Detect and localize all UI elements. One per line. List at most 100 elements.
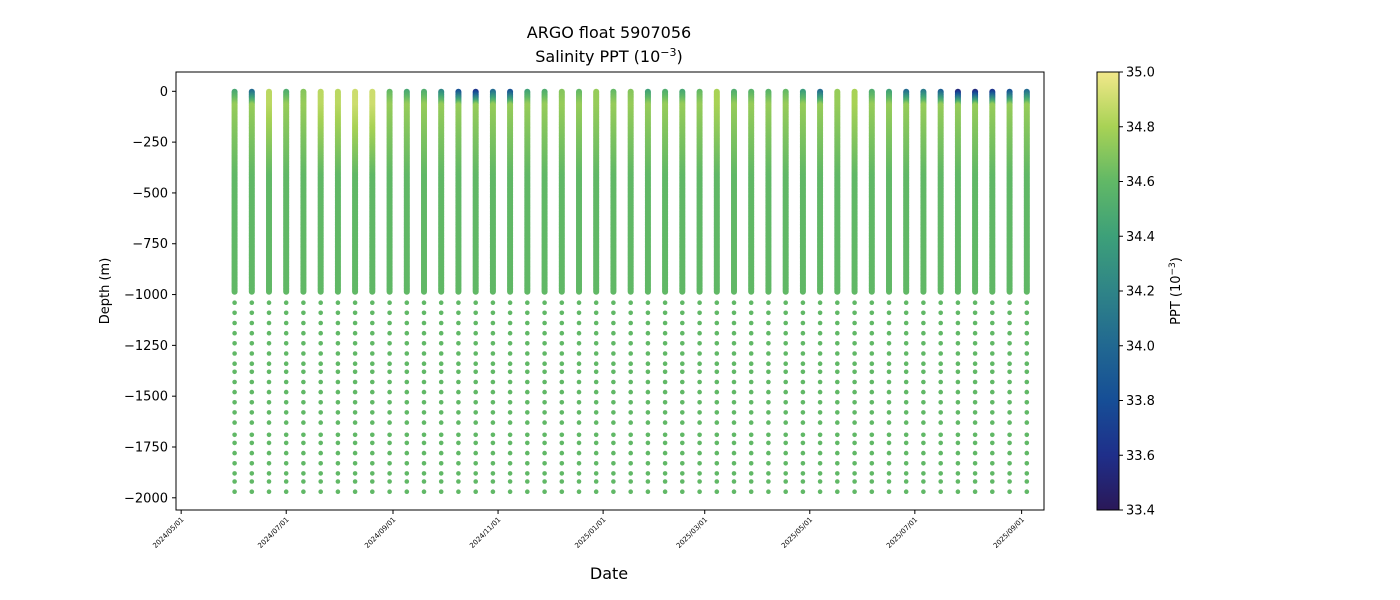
profile-point [352,410,358,415]
profile-point [542,320,547,326]
profile-point [473,450,479,456]
profile-point [559,400,565,405]
profile-point [232,369,237,375]
profile-point [473,379,479,385]
profile-point [301,400,306,405]
profile-point [352,420,358,425]
profile-point [301,440,306,446]
profile-point [404,400,410,405]
profile-point [318,361,324,367]
profile-point [507,351,513,356]
profile-point [593,410,599,415]
profile-point [266,361,272,367]
profile-point [387,361,392,367]
profile-point [559,320,565,326]
profile-point [525,351,530,356]
profile-point [662,288,669,295]
profile-point [249,420,255,425]
profile-point [404,450,410,456]
profile-point [283,369,289,375]
profile-point [370,341,375,346]
profile-point [456,300,461,306]
profile-point [283,288,290,295]
profile-point [421,341,427,346]
profile-point [335,351,341,356]
profile-point [507,341,513,346]
profile-point [370,450,375,456]
profile-point [542,389,547,395]
profile-point [611,450,616,456]
profile-point [370,351,375,356]
profile-point [438,420,444,425]
profile-point [611,432,616,438]
profile-point [301,420,306,425]
profile-point [456,361,461,367]
profile-point [318,461,324,466]
profile-point [593,461,599,466]
profile-point [266,489,272,495]
profile-point [489,288,496,295]
profile-point [352,320,358,326]
profile-point [283,310,289,316]
profile-point [335,440,341,446]
profile-point [610,288,617,295]
profile-point [301,471,306,476]
profile-point [662,420,668,425]
profile-point [318,450,324,456]
profile-point [232,400,237,405]
profile-point [301,361,306,367]
profile-point [525,400,530,405]
profile-point [335,489,341,495]
profile-point [628,471,633,476]
profile-point [232,351,237,356]
profile-point [680,379,685,385]
profile-point [680,432,685,438]
profile-point [266,310,272,316]
profile-point [335,361,341,367]
profile-point [387,300,392,306]
profile-point [249,320,255,326]
profile-point [490,351,496,356]
profile-point [387,461,392,466]
profile-point [301,410,306,415]
profile-point [421,300,427,306]
profile-point [335,432,341,438]
profile-point [335,330,341,336]
profile-point [680,351,685,356]
profile-point [352,400,358,405]
profile-point [335,479,341,484]
profile-point [490,300,496,306]
profile-point [283,479,289,484]
profile-point [370,361,375,367]
profile-point [232,479,237,484]
profile-point [370,389,375,395]
profile-point [542,330,547,336]
profile-point [438,461,444,466]
profile-point [283,341,289,346]
profile-point [542,479,547,484]
profile-point [335,410,341,415]
profile-point [248,288,255,295]
profile-point [456,330,461,336]
profile-point [490,379,496,385]
profile-point [576,361,582,367]
profile-point [645,341,651,346]
profile-point [249,310,255,316]
profile-point [421,389,427,395]
profile-point [387,432,392,438]
profile-point [525,379,530,385]
profile-point [576,420,582,425]
profile-point [593,471,599,476]
profile-point [438,440,444,446]
profile-point [593,379,599,385]
profile-point [525,440,530,446]
profile-point [232,440,237,446]
profile-point [525,310,530,316]
profile-point [266,479,272,484]
profile-point [387,320,392,326]
profile-point [352,300,358,306]
profile-point [232,320,237,326]
profile-point [611,420,616,425]
profile-point [404,420,410,425]
profile-point [680,400,685,405]
